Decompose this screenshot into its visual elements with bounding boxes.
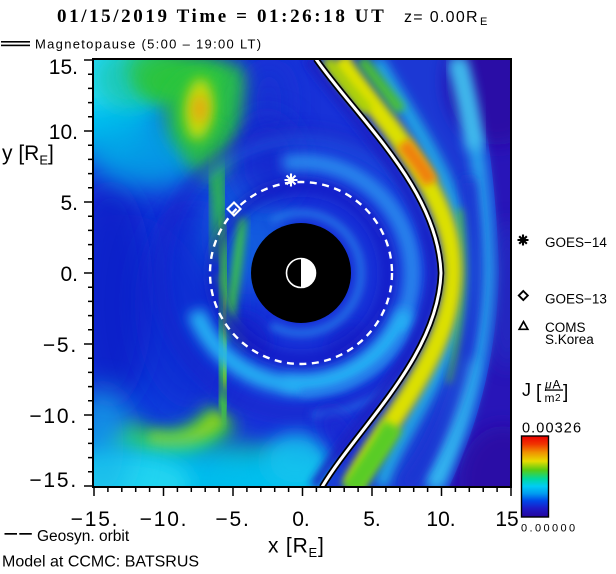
svg-text:J: J: [522, 380, 531, 400]
svg-text:Geosyn. orbit: Geosyn. orbit: [37, 528, 130, 545]
svg-text:−10.: −10.: [29, 405, 78, 428]
svg-text:0.00000: 0.00000: [521, 522, 578, 534]
svg-text:15: 15: [495, 508, 518, 531]
svg-text:m: m: [545, 391, 555, 405]
svg-text:x [RE]: x [RE]: [268, 535, 325, 561]
svg-text:−5.: −5.: [215, 508, 250, 531]
svg-text:−5.: −5.: [43, 334, 78, 357]
svg-text:0.00326: 0.00326: [522, 421, 582, 437]
svg-text:−15.: −15.: [29, 469, 78, 492]
svg-text:5.: 5.: [363, 508, 381, 531]
svg-text:Magnetopause (5:00 – 19:00 LT): Magnetopause (5:00 – 19:00 LT): [35, 37, 262, 52]
svg-text:0.: 0.: [60, 263, 78, 286]
svg-text:Model at CCMC: BATSRUS: Model at CCMC: BATSRUS: [2, 554, 199, 571]
svg-text:S.Korea: S.Korea: [545, 332, 594, 347]
svg-text:[: [: [536, 382, 542, 403]
svg-text:A: A: [553, 378, 561, 392]
svg-text:]: ]: [563, 382, 568, 403]
svg-text:01/15/2019 Time = 01:26:18 UT: 01/15/2019 Time = 01:26:18 UT: [57, 6, 386, 27]
svg-text:10.: 10.: [426, 508, 455, 531]
svg-text:10.: 10.: [49, 121, 78, 144]
svg-text:GOES−13: GOES−13: [545, 292, 607, 307]
svg-text:2: 2: [555, 393, 561, 404]
svg-text:z= 0.00R: z= 0.00R: [404, 9, 479, 26]
svg-text:−15.: −15.: [71, 508, 120, 531]
svg-text:−10.: −10.: [140, 508, 189, 531]
svg-text:15.: 15.: [49, 56, 78, 79]
svg-text:y [RE]: y [RE]: [2, 142, 54, 168]
svg-text:E: E: [480, 16, 487, 28]
svg-text:GOES−14: GOES−14: [545, 235, 607, 250]
svg-text:μ: μ: [544, 378, 552, 392]
svg-text:COMS: COMS: [545, 320, 586, 335]
svg-text:5.: 5.: [60, 192, 78, 215]
svg-text:0.: 0.: [292, 508, 310, 531]
